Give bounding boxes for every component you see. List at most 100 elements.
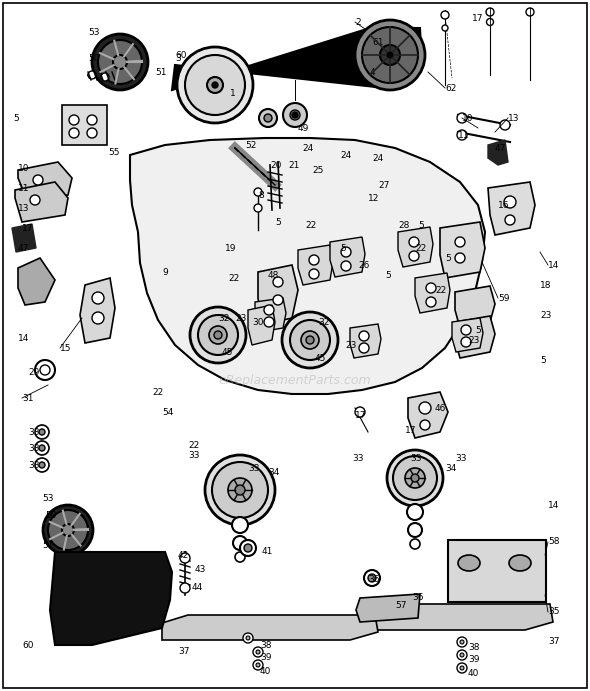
Circle shape xyxy=(309,255,319,265)
Circle shape xyxy=(253,660,263,670)
Circle shape xyxy=(500,120,510,130)
Circle shape xyxy=(209,326,227,344)
Circle shape xyxy=(380,45,400,65)
Circle shape xyxy=(526,8,534,16)
Text: 33: 33 xyxy=(410,453,421,462)
Text: 60: 60 xyxy=(175,50,186,59)
Circle shape xyxy=(504,196,516,208)
Polygon shape xyxy=(130,138,485,394)
Text: 17: 17 xyxy=(405,426,417,435)
Circle shape xyxy=(39,462,45,468)
Text: 23: 23 xyxy=(345,341,356,350)
Circle shape xyxy=(264,317,274,327)
Circle shape xyxy=(69,115,79,125)
Circle shape xyxy=(455,253,465,263)
Polygon shape xyxy=(80,278,115,343)
Text: 17: 17 xyxy=(22,223,34,232)
Text: 38: 38 xyxy=(468,643,480,652)
Text: 53: 53 xyxy=(42,493,54,502)
Polygon shape xyxy=(370,604,553,630)
Text: 14: 14 xyxy=(548,500,559,509)
Text: 33: 33 xyxy=(455,453,467,462)
Text: 2: 2 xyxy=(355,17,360,26)
Circle shape xyxy=(460,666,464,670)
Circle shape xyxy=(273,277,283,287)
Circle shape xyxy=(486,8,494,16)
Circle shape xyxy=(235,552,245,562)
Circle shape xyxy=(240,540,256,556)
Polygon shape xyxy=(12,224,36,252)
Text: 32: 32 xyxy=(318,317,329,327)
Circle shape xyxy=(62,524,74,536)
Text: 49: 49 xyxy=(298,124,309,133)
Circle shape xyxy=(292,112,298,118)
Circle shape xyxy=(33,175,43,185)
Polygon shape xyxy=(62,105,107,145)
Polygon shape xyxy=(50,552,172,645)
Text: 23: 23 xyxy=(235,314,247,323)
Circle shape xyxy=(39,429,45,435)
Circle shape xyxy=(282,312,338,368)
Circle shape xyxy=(408,523,422,537)
Text: 51: 51 xyxy=(155,68,166,77)
Circle shape xyxy=(101,73,109,81)
Text: 22: 22 xyxy=(228,274,240,283)
Polygon shape xyxy=(255,298,286,332)
Text: 50: 50 xyxy=(88,53,100,62)
Circle shape xyxy=(205,455,275,525)
Text: 4: 4 xyxy=(370,68,376,77)
Text: 60: 60 xyxy=(22,641,34,650)
Circle shape xyxy=(264,305,274,315)
Text: 29: 29 xyxy=(28,368,40,377)
Circle shape xyxy=(411,474,419,482)
Text: 47: 47 xyxy=(495,144,506,153)
Circle shape xyxy=(214,331,222,339)
Circle shape xyxy=(368,574,376,582)
Text: 33: 33 xyxy=(188,451,199,460)
Text: 5: 5 xyxy=(540,355,546,364)
Text: 5: 5 xyxy=(13,113,19,122)
Circle shape xyxy=(410,539,420,549)
Circle shape xyxy=(88,71,96,79)
Circle shape xyxy=(30,195,40,205)
Text: 22: 22 xyxy=(152,388,163,397)
Circle shape xyxy=(426,297,436,307)
Circle shape xyxy=(254,188,262,196)
Polygon shape xyxy=(408,392,448,438)
Circle shape xyxy=(341,247,351,257)
Polygon shape xyxy=(440,222,485,278)
Text: 9: 9 xyxy=(162,267,168,276)
Circle shape xyxy=(35,360,55,380)
Text: 26: 26 xyxy=(358,261,369,269)
Circle shape xyxy=(460,653,464,657)
Text: 13: 13 xyxy=(508,113,520,122)
Circle shape xyxy=(207,77,223,93)
Circle shape xyxy=(405,468,425,488)
Circle shape xyxy=(409,237,419,247)
Polygon shape xyxy=(448,540,546,602)
Circle shape xyxy=(457,637,467,647)
Polygon shape xyxy=(455,286,495,328)
Circle shape xyxy=(35,441,49,455)
Polygon shape xyxy=(172,28,422,90)
Circle shape xyxy=(233,536,247,550)
Text: 39: 39 xyxy=(468,656,480,665)
Text: 11: 11 xyxy=(18,184,30,193)
Circle shape xyxy=(254,204,262,212)
Text: 50: 50 xyxy=(45,511,57,520)
Text: 24: 24 xyxy=(302,144,313,153)
Circle shape xyxy=(35,458,49,472)
Circle shape xyxy=(457,663,467,673)
Circle shape xyxy=(39,445,45,451)
Ellipse shape xyxy=(458,555,480,571)
Circle shape xyxy=(442,25,448,31)
Text: eReplacementParts.com: eReplacementParts.com xyxy=(219,374,371,386)
Text: 38: 38 xyxy=(260,641,271,650)
Circle shape xyxy=(457,650,467,660)
Text: 39: 39 xyxy=(260,654,271,663)
Text: 14: 14 xyxy=(18,334,30,343)
Text: 20: 20 xyxy=(270,160,281,169)
Text: 5: 5 xyxy=(445,254,451,263)
Text: 28: 28 xyxy=(398,220,409,229)
Text: 51: 51 xyxy=(42,540,54,549)
